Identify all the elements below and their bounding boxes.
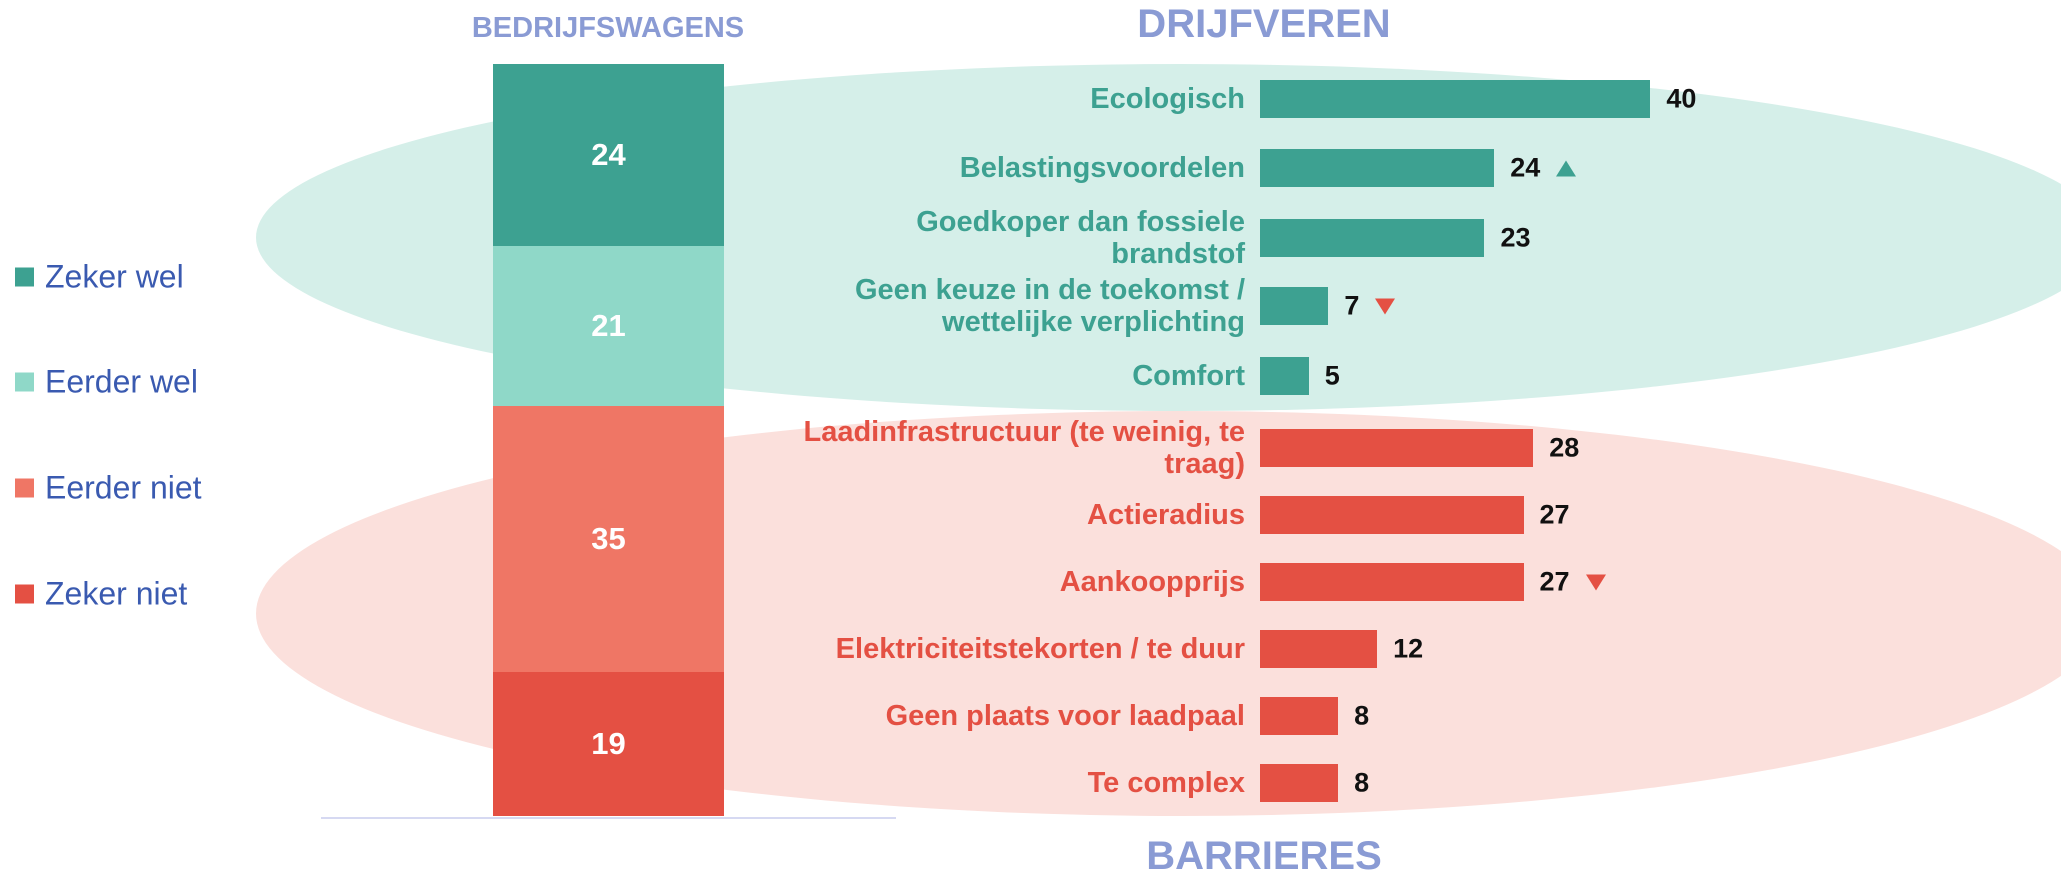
value-group: 27: [1540, 500, 1570, 531]
legend-label: Zeker niet: [45, 575, 188, 612]
value-label: 24: [1510, 152, 1541, 183]
segment-label: 19: [591, 725, 626, 761]
value-group: 27: [1540, 567, 1606, 598]
legend-swatch: [15, 478, 34, 498]
value-label: 28: [1549, 432, 1580, 463]
trend-up: [1556, 160, 1577, 176]
value-group: 28: [1549, 433, 1579, 464]
legend-item: Eerder niet: [15, 470, 202, 507]
column-title: BEDRIJFSWAGENS: [471, 12, 745, 44]
value-group: 8: [1354, 701, 1369, 732]
value-group: 24: [1510, 152, 1577, 184]
value-label: 27: [1539, 566, 1570, 597]
category-label: Geen keuze in de toekomst / wettelijke v…: [855, 274, 1245, 338]
trend-down: [1375, 298, 1396, 314]
bar: [1260, 764, 1339, 802]
bar: [1260, 80, 1651, 118]
value-label: 27: [1539, 499, 1570, 530]
legend-item: Zeker niet: [15, 576, 187, 613]
value-group: 40: [1666, 84, 1696, 115]
value-label: 7: [1344, 290, 1360, 321]
value-group: 7: [1344, 290, 1396, 322]
value-label: 8: [1354, 767, 1370, 798]
value-group: 12: [1393, 634, 1423, 665]
bar: [1260, 149, 1495, 187]
category-label: Elektriciteitstekorten / te duur: [835, 633, 1245, 665]
legend-swatch: [15, 267, 34, 287]
category-label: Laadinfrastructuur (te weinig, te traag): [803, 416, 1246, 480]
legend-label: Eerder wel: [45, 363, 198, 400]
stack-segment: 24: [493, 64, 724, 247]
category-label: Geen plaats voor laadpaal: [885, 700, 1245, 732]
legend-label: Eerder niet: [45, 469, 202, 506]
value-label: 40: [1666, 83, 1697, 114]
bar: [1260, 630, 1378, 668]
value-group: 23: [1500, 223, 1530, 254]
legend-swatch: [15, 372, 34, 392]
bar: [1260, 287, 1329, 325]
segment-label: 35: [591, 520, 626, 556]
stack-segment: 19: [493, 671, 724, 816]
category-label: Belastingsvoordelen: [959, 152, 1245, 184]
bar: [1260, 219, 1485, 257]
legend-item: Zeker wel: [15, 259, 184, 296]
legend-item: Eerder wel: [15, 364, 198, 401]
baseline: [321, 817, 896, 819]
value-label: 12: [1393, 633, 1424, 664]
value-group: 8: [1354, 768, 1369, 799]
category-label: Comfort: [1132, 360, 1245, 392]
legend-swatch: [15, 584, 34, 604]
category-label: Goedkoper dan fossiele brandstof: [916, 206, 1245, 270]
bar: [1260, 357, 1309, 395]
segment-label: 24: [591, 137, 626, 173]
legend-label: Zeker wel: [45, 258, 184, 295]
bar: [1260, 697, 1339, 735]
section-title: DRIJFVEREN: [1137, 2, 1391, 46]
value-group: 5: [1325, 361, 1340, 392]
category-label: Actieradius: [1087, 499, 1245, 531]
value-label: 5: [1324, 360, 1340, 391]
value-label: 8: [1354, 700, 1370, 731]
category-label: Ecologisch: [1090, 83, 1245, 115]
section-title: BARRIERES: [1146, 834, 1382, 877]
category-label: Aankoopprijs: [1059, 566, 1245, 598]
stack-segment: 35: [493, 405, 724, 672]
bar: [1260, 496, 1524, 534]
trend-down: [1585, 574, 1606, 590]
value-label: 23: [1500, 222, 1531, 253]
stack-segment: 21: [493, 246, 724, 406]
bar: [1260, 429, 1534, 467]
segment-label: 21: [591, 308, 626, 344]
category-label: Te complex: [1087, 767, 1245, 799]
bar: [1260, 563, 1524, 601]
